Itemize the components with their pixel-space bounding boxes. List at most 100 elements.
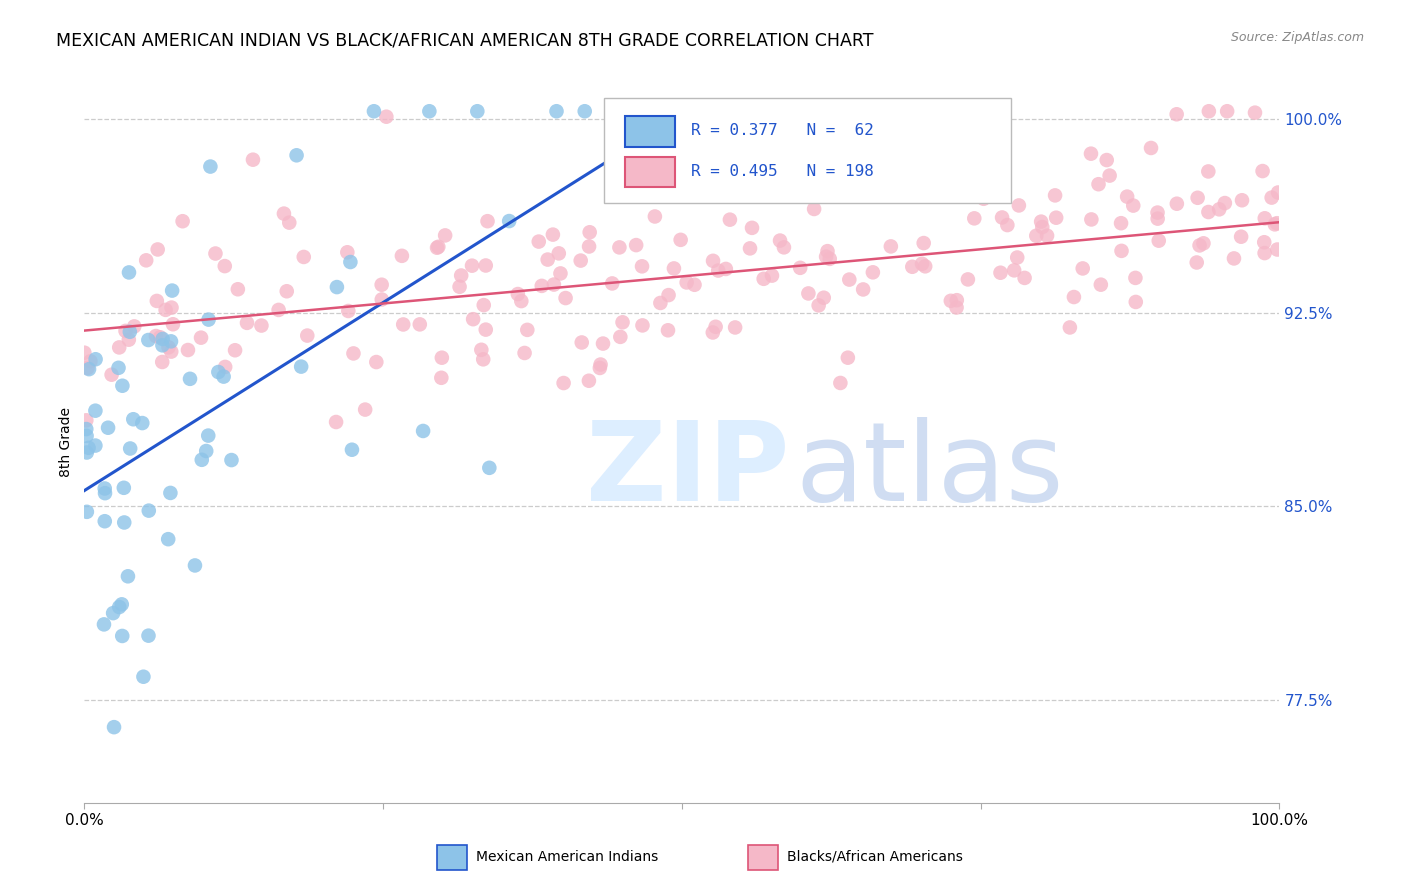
Point [1146,211,1168,226]
Point [547,246,569,260]
Point [135,253,157,268]
Point [77,362,100,376]
Point [267,302,290,317]
Point [1025,228,1047,243]
Point [391,249,413,263]
Point [1166,196,1188,211]
Point [336,245,359,260]
Point [366,355,388,369]
Point [111,378,134,392]
Point [1253,235,1275,250]
Point [172,214,194,228]
Point [609,330,631,344]
Point [184,558,207,573]
Point [817,244,839,259]
Point [162,318,184,332]
Point [1036,228,1059,243]
Point [160,344,183,359]
Point [1192,236,1215,251]
Point [738,174,761,188]
Point [197,312,219,326]
Point [326,280,349,294]
Point [1188,238,1211,252]
Point [1063,290,1085,304]
Point [325,415,347,429]
Bar [624,116,675,147]
Point [657,323,679,337]
Point [1095,153,1118,167]
Point [803,202,825,216]
Point [472,352,495,367]
Point [157,532,180,546]
Text: atlas: atlas [796,417,1064,524]
Point [430,351,453,365]
Point [1109,216,1132,230]
Point [718,212,741,227]
Point [506,287,529,301]
Point [1140,141,1163,155]
Point [1087,178,1109,192]
Point [107,360,129,375]
Point [339,255,361,269]
Point [516,323,538,337]
Point [290,359,312,374]
Point [273,206,295,220]
Point [815,250,838,264]
Point [160,334,183,349]
Point [409,318,432,332]
Point [644,210,666,224]
Point [1208,202,1230,217]
Point [1045,211,1067,225]
Point [1230,229,1253,244]
Point [124,319,146,334]
Point [741,220,763,235]
Point [1197,205,1219,219]
Point [342,346,364,360]
Point [177,343,200,357]
Point [474,323,496,337]
Point [131,416,153,430]
Point [1267,186,1289,200]
Point [1098,169,1121,183]
Point [675,276,697,290]
Point [426,241,449,255]
Point [724,320,747,334]
Point [157,340,180,354]
Point [510,294,533,309]
Point [574,104,596,119]
Point [571,335,593,350]
Point [939,293,962,308]
Point [963,211,986,226]
Point [1005,251,1028,265]
Text: ZIP: ZIP [586,417,790,524]
Point [472,298,495,312]
Point [1043,188,1066,202]
Point [1244,105,1267,120]
Point [769,234,792,248]
Point [212,369,235,384]
Point [118,333,141,347]
Point [111,598,134,612]
Point [797,286,820,301]
Point [76,429,98,443]
Point [912,236,935,251]
Point [550,267,572,281]
Point [1008,198,1031,212]
Point [76,505,98,519]
Point [120,442,142,456]
Point [204,246,226,260]
Point [569,253,592,268]
Point [149,330,172,344]
Y-axis label: 8th Grade: 8th Grade [59,407,73,476]
Point [242,153,264,167]
Point [191,452,214,467]
Point [250,318,273,333]
Point [1111,244,1133,258]
Point [108,600,131,615]
Point [76,445,98,459]
Point [449,279,471,293]
Point [807,298,830,312]
Point [541,227,564,242]
Point [160,284,183,298]
Point [285,148,308,162]
